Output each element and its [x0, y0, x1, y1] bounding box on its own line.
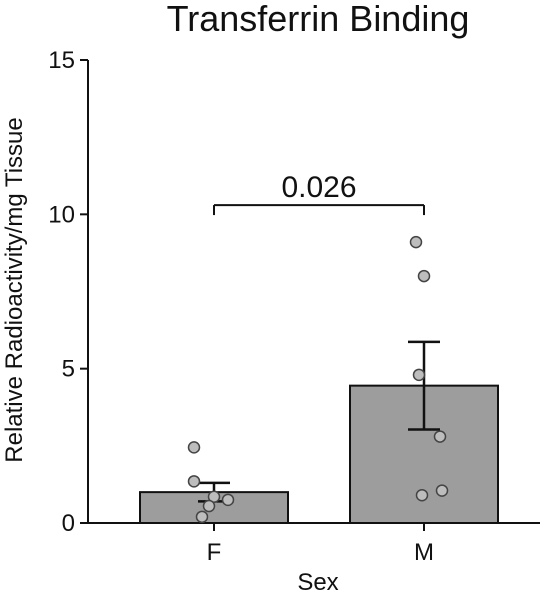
data-point-F-2 — [187, 475, 201, 488]
data-point-M-5 — [435, 484, 449, 497]
data-point-M-3 — [412, 368, 426, 382]
plot-area: 0 5 10 15 F M 0.026 — [48, 47, 540, 566]
data-point-F-5 — [202, 499, 216, 513]
x-axis-label: Sex — [297, 569, 338, 596]
y-axis-label: Relative Radioactivity/mg Tissue — [1, 117, 28, 462]
x-tick-label-M: M — [414, 539, 434, 566]
data-point-F-4 — [221, 493, 235, 507]
x-tick-label-F: F — [207, 539, 222, 566]
y-tick-label-1: 5 — [62, 356, 75, 383]
chart-title: Transferrin Binding — [167, 0, 470, 39]
data-point-M-4 — [433, 430, 447, 443]
y-tick-label-0: 0 — [62, 510, 75, 537]
y-tick-label-3: 15 — [48, 47, 75, 74]
data-point-M-2 — [417, 269, 431, 283]
data-point-F-1 — [187, 441, 201, 454]
data-point-M-1 — [409, 235, 423, 249]
data-point-F-6 — [195, 510, 209, 524]
significance-label: 0.026 — [281, 171, 356, 204]
y-tick-label-2: 10 — [48, 201, 75, 228]
data-point-F-3 — [207, 490, 221, 504]
data-point-M-6 — [415, 488, 429, 502]
